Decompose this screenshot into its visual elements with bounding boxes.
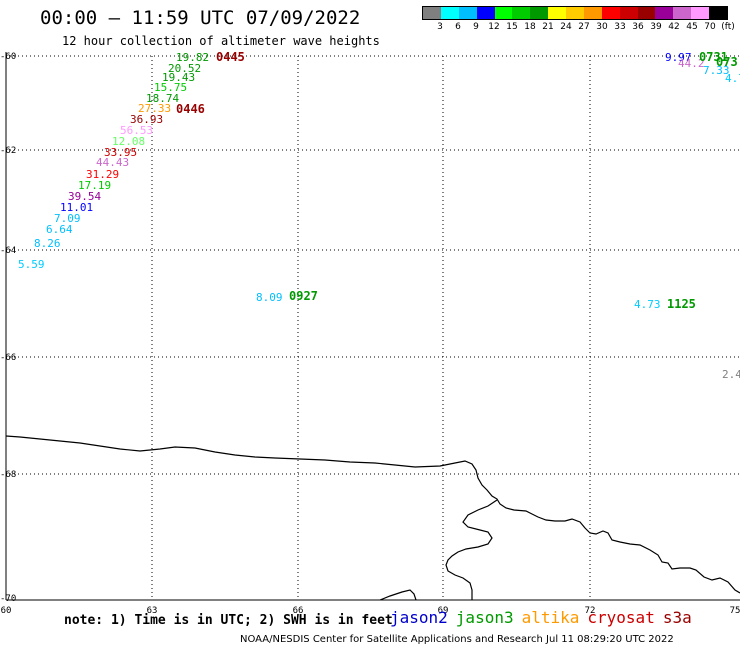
- colorbar-swatch: [655, 7, 674, 19]
- colorbar-label: 18: [524, 22, 536, 32]
- swh-value-label: 20.52: [168, 62, 201, 75]
- swh-value-label: 7.33: [703, 64, 730, 77]
- colorbar-label: 12: [488, 22, 500, 32]
- axis-tick-labels: 60 63 66 69 72 75 -60 -62 -64 -66 -68 -70: [0, 52, 740, 616]
- legend-item-jason2: jason2: [390, 608, 448, 627]
- swh-value-label: 27.33: [138, 102, 171, 115]
- swh-value-label: 11.01: [60, 201, 93, 214]
- colorbar-swatch: [476, 7, 495, 19]
- pass-time-label: 0927: [289, 289, 318, 303]
- swh-value-label: 44.43: [96, 156, 129, 169]
- pass-time-label: 0446: [176, 102, 205, 116]
- lat-lon-grid: [6, 55, 740, 600]
- legend-item-jason3: jason3: [455, 608, 514, 627]
- lon-tick-label: 72: [585, 606, 596, 616]
- swh-value-label: 7.09: [54, 212, 81, 225]
- colorbar-swatch: [458, 7, 477, 19]
- swh-value-label: 15.75: [154, 81, 187, 94]
- swh-value-label: 31.29: [86, 168, 119, 181]
- colorbar-swatch: [494, 7, 513, 19]
- lat-tick-label: -70: [0, 594, 16, 604]
- swh-value-label: 17.19: [78, 179, 111, 192]
- swh-value-label: 12.08: [112, 135, 145, 148]
- lon-tick-label: 66: [293, 606, 304, 616]
- colorbar-swatch: [530, 7, 549, 19]
- swh-value-label: 5.59: [18, 258, 45, 271]
- lon-tick-label: 69: [438, 606, 449, 616]
- colorbar-swatch: [673, 7, 692, 19]
- lon-tick-label: 63: [147, 606, 158, 616]
- colorbar-swatch: [619, 7, 638, 19]
- colorbar-label: 9: [473, 22, 479, 32]
- swh-value-label: 33.95: [104, 146, 137, 159]
- units-note: note: 1) Time is in UTC; 2) SWH is in fe…: [64, 613, 393, 628]
- swh-value-label: 8.09: [256, 291, 283, 304]
- colorbar-label: 39: [650, 22, 662, 32]
- swh-value-label: 2.4: [722, 368, 740, 381]
- colorbar-swatch: [691, 7, 709, 19]
- colorbar-label: 24: [560, 22, 572, 32]
- colorbar-label: 27: [578, 22, 590, 32]
- swh-value-label: 19.43: [162, 71, 195, 84]
- lon-tick-label: 60: [1, 606, 12, 616]
- swh-value-label: 4.73: [634, 298, 661, 311]
- colorbar-label: 15: [506, 22, 518, 32]
- colorbar-swatch: [601, 7, 620, 19]
- colorbar-label: 6: [455, 22, 461, 32]
- colorbar-swatch: [423, 7, 441, 19]
- swh-value-label: 8.26: [34, 237, 61, 250]
- colorbar-label: 33: [614, 22, 626, 32]
- swh-value-label: 44.2: [678, 57, 705, 70]
- wave-height-observations: 19.8220.5219.4315.7518.7427.3336.9356.53…: [18, 51, 740, 381]
- colorbar-label: 36: [632, 22, 644, 32]
- lat-tick-label: -60: [0, 52, 16, 62]
- coastline-bottom: [379, 589, 417, 601]
- swh-value-label: 4.7: [725, 72, 740, 85]
- swh-value-label: 39.54: [68, 190, 101, 203]
- colorbar-label: 42: [668, 22, 680, 32]
- lat-tick-label: -62: [0, 146, 16, 156]
- colorbar-swatch: [566, 7, 584, 19]
- antarctic-coastline: [5, 435, 740, 594]
- swh-value-label: 56.53: [120, 124, 153, 137]
- swh-value-label: 36.93: [130, 113, 163, 126]
- wave-height-colorbar: [422, 6, 728, 20]
- colorbar-labels: 3 6 9 12 15 18 21 24 27 30 33 36 39 42 45 70 (ft): [422, 22, 735, 34]
- swh-value-label: 18.74: [146, 92, 179, 105]
- map-subtitle: 12 hour collection of altimeter wave hei…: [62, 34, 380, 48]
- colorbar-swatch: [637, 7, 656, 19]
- legend-item-cryosat: cryosat: [587, 608, 655, 627]
- swh-value-label: 19.82: [176, 51, 209, 64]
- colorbar-swatch: [583, 7, 602, 19]
- lat-tick-label: -66: [0, 353, 16, 363]
- legend-item-s3a: s3a: [662, 608, 692, 627]
- swh-value-label: 6.64: [46, 223, 73, 236]
- source-footer: NOAA/NESDIS Center for Satellite Applica…: [240, 634, 674, 645]
- colorbar-label: 45: [686, 22, 698, 32]
- colorbar-label: (ft): [721, 22, 735, 32]
- lon-tick-label: 75: [730, 606, 740, 616]
- colorbar-label: 30: [596, 22, 608, 32]
- map-title: 00:00 — 11:59 UTC 07/09/2022: [40, 7, 361, 29]
- swh-value-label: 9.97: [665, 51, 692, 64]
- legend-item-altika: altika: [521, 608, 580, 627]
- pass-time-label: 073: [716, 55, 738, 69]
- lat-tick-label: -68: [0, 470, 16, 480]
- coastline-inlet: [445, 499, 498, 600]
- colorbar-label: 3: [437, 22, 443, 32]
- colorbar-swatch: [440, 7, 459, 19]
- colorbar-swatch: [548, 7, 566, 19]
- pass-time-label: 0445: [216, 50, 245, 64]
- colorbar-swatch: [512, 7, 531, 19]
- satellite-legend: jason2 jason3 altika cryosat s3a: [390, 608, 700, 627]
- colorbar-swatch: [709, 7, 727, 19]
- pass-time-label: 1125: [667, 297, 696, 311]
- colorbar-label: 70: [704, 22, 716, 32]
- lat-tick-label: -64: [0, 246, 16, 256]
- colorbar-label: 21: [542, 22, 554, 32]
- pass-time-label: 0731: [699, 50, 728, 64]
